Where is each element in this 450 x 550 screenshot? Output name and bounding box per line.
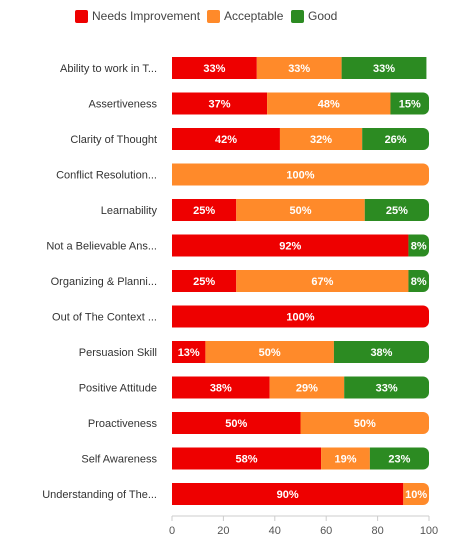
bar-segment[interactable] [172, 270, 237, 292]
data-label: 25% [193, 276, 215, 288]
bar-segment[interactable] [172, 412, 301, 434]
bar-segment[interactable] [362, 128, 429, 150]
bar-segment[interactable] [236, 270, 409, 292]
bar-segment[interactable] [172, 234, 409, 257]
bar-segment[interactable] [300, 412, 430, 434]
category-label: Conflict Resolution... [56, 170, 157, 182]
legend-label: Good [308, 9, 338, 23]
bar-segment[interactable] [333, 341, 429, 363]
data-label: 33% [288, 63, 310, 75]
data-label: 29% [296, 383, 318, 395]
data-label: 58% [236, 454, 258, 466]
category-label: Clarity of Thought [70, 134, 157, 146]
data-label: 100% [286, 170, 314, 182]
bar-segment[interactable] [172, 128, 280, 150]
data-label: 33% [203, 63, 225, 75]
data-label: 13% [178, 347, 200, 359]
legend-item-acceptable[interactable]: Acceptable [207, 6, 283, 26]
legend-label: Acceptable [224, 9, 284, 23]
bar-segment[interactable] [364, 199, 429, 221]
category-label: Understanding of The... [42, 489, 157, 501]
category-label: Not a Believable Ans... [46, 241, 157, 253]
bar-segment[interactable] [172, 57, 257, 79]
data-label: 42% [215, 134, 237, 146]
bar-segment[interactable] [344, 376, 429, 399]
data-label: 38% [210, 383, 232, 395]
x-tick-label: 60 [320, 525, 332, 537]
data-label: 10% [405, 489, 427, 501]
bar-segment[interactable] [172, 199, 237, 221]
data-label: 38% [370, 347, 392, 359]
bar-segment[interactable] [205, 341, 334, 363]
data-label: 32% [310, 134, 332, 146]
data-label: 67% [311, 276, 333, 288]
data-label: 8% [411, 276, 427, 288]
x-tick-label: 80 [371, 525, 383, 537]
bar-segment[interactable] [256, 57, 342, 79]
data-label: 26% [385, 134, 407, 146]
bar-segment[interactable] [341, 57, 427, 79]
bar-segment[interactable] [408, 234, 429, 257]
bar-segment[interactable] [390, 92, 429, 115]
data-label: 33% [376, 383, 398, 395]
data-label: 15% [399, 99, 421, 111]
data-label: 8% [411, 241, 427, 253]
data-label: 50% [225, 418, 247, 430]
legend-item-needs-improvement[interactable]: Needs Improvement [75, 6, 200, 26]
chart-legend: Needs Improvement Acceptable Good [0, 6, 450, 26]
bar-segment[interactable] [321, 447, 370, 470]
bar-segment[interactable] [236, 199, 365, 221]
data-label: 25% [193, 205, 215, 217]
bar-segment[interactable] [408, 270, 429, 292]
category-label: Assertiveness [89, 99, 158, 111]
category-label: Persuasion Skill [79, 347, 157, 359]
category-label: Out of The Context ... [52, 312, 157, 324]
data-label: 37% [209, 99, 231, 111]
bar-segment[interactable] [172, 163, 429, 186]
data-label: 100% [286, 312, 314, 324]
category-label: Self Awareness [81, 454, 157, 466]
bar-segment[interactable] [279, 128, 363, 150]
legend-item-good[interactable]: Good [291, 6, 337, 26]
data-label: 90% [277, 489, 299, 501]
data-label: 19% [334, 454, 356, 466]
data-label: 25% [386, 205, 408, 217]
data-label: 33% [373, 63, 395, 75]
bar-segment[interactable] [172, 305, 429, 328]
bar-segment[interactable] [172, 376, 270, 399]
x-tick-label: 40 [269, 525, 281, 537]
legend-swatch [75, 9, 88, 23]
bar-segment[interactable] [369, 447, 429, 470]
category-label: Organizing & Planni... [51, 276, 157, 288]
data-label: 50% [259, 347, 281, 359]
data-label: 50% [354, 418, 376, 430]
bar-segment[interactable] [267, 92, 391, 115]
category-label: Ability to work in T... [60, 63, 157, 75]
bar-segment[interactable] [269, 376, 345, 399]
data-label: 50% [289, 205, 311, 217]
bar-segment[interactable] [403, 483, 429, 505]
category-label: Positive Attitude [79, 383, 157, 395]
bar-segment[interactable] [172, 341, 206, 363]
x-tick-label: 100 [420, 525, 438, 537]
category-label: Proactiveness [88, 418, 158, 430]
x-tick-label: 20 [217, 525, 229, 537]
legend-swatch [207, 9, 220, 23]
category-label: Learnability [101, 205, 158, 217]
data-label: 48% [318, 99, 340, 111]
legend-label: Needs Improvement [92, 9, 201, 23]
legend-swatch [291, 9, 304, 23]
x-tick-label: 0 [169, 525, 175, 537]
data-label: 92% [279, 241, 301, 253]
bar-segment[interactable] [172, 92, 268, 115]
data-label: 23% [388, 454, 410, 466]
bar-segment[interactable] [172, 483, 404, 505]
bar-segment[interactable] [172, 447, 322, 470]
